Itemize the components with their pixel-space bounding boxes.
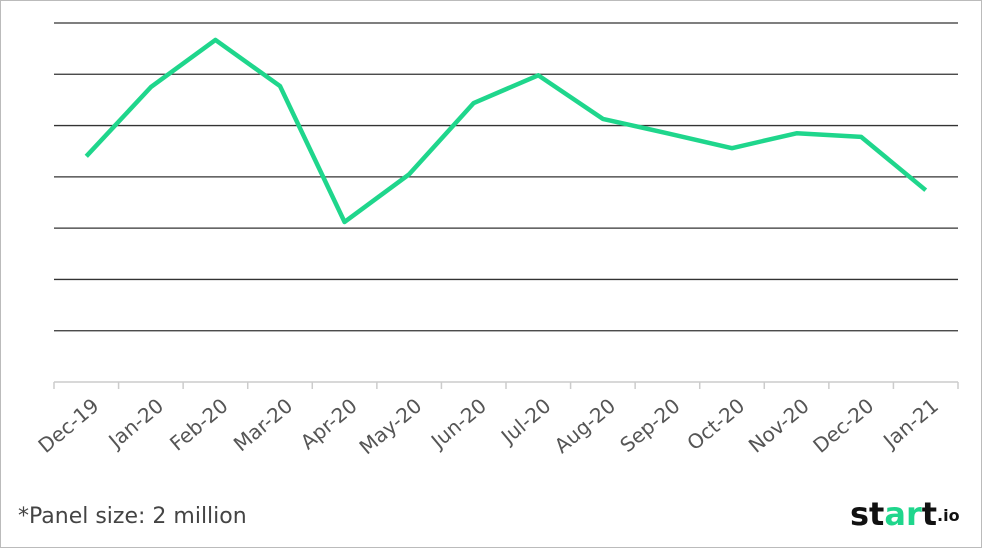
- logo-part: .io: [937, 506, 960, 525]
- logo: start.io: [850, 495, 960, 533]
- logo-part: t: [922, 495, 937, 533]
- logo-part: st: [850, 495, 884, 533]
- footnote: *Panel size: 2 million: [18, 504, 247, 529]
- data-line: [84, 37, 928, 225]
- logo-part: ar: [884, 495, 922, 533]
